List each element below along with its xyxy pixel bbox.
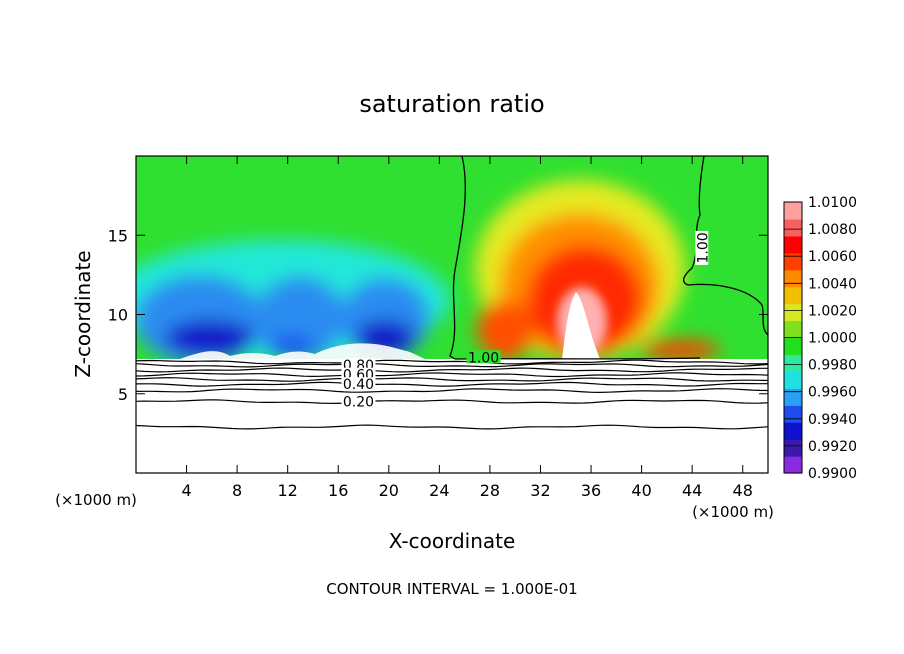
colorbar-swatch: [784, 303, 802, 322]
x-tick-label: 12: [278, 481, 298, 500]
colorbar-swatch: [784, 218, 802, 237]
y-axis-label: Z-coordinate: [71, 250, 95, 377]
field-core-white: [562, 292, 600, 359]
colorbar-tick-label: 1.0080: [808, 222, 857, 238]
contour-label: 0.20: [343, 395, 374, 411]
colorbar-tick-label: 0.9940: [808, 412, 857, 428]
colorbar-tick-label: 1.0100: [808, 195, 857, 211]
colorbar-swatch: [784, 202, 802, 220]
colorbar-swatch: [784, 235, 802, 254]
x-tick-label: 48: [733, 481, 753, 500]
colorbar: 1.0100 1.0080 1.0060 1.0040 1.0020 1.0000 0.99…: [783, 195, 857, 482]
colorbar-tick-label: 1.0000: [808, 331, 857, 347]
colorbar-tick-label: 1.0060: [808, 249, 857, 265]
contour-label-mask: [341, 394, 376, 408]
x-tick-label: 32: [530, 481, 550, 500]
colorbar-swatch: [784, 354, 802, 372]
colorbar-tick-label: 1.0020: [808, 303, 857, 319]
x-tick-label: 24: [429, 481, 449, 500]
x-tick-label: 40: [631, 481, 651, 500]
contour-line: [136, 399, 768, 405]
x-axis-label: X-coordinate: [389, 529, 516, 553]
field-dry-region: [136, 240, 450, 365]
contour-labels: 1.001.000.800.600.400.20: [341, 230, 711, 411]
x-tick-label: 4: [181, 481, 191, 500]
field-below-boundary: [136, 359, 768, 473]
chart-title: saturation ratio: [359, 90, 544, 118]
contour-line: [136, 377, 768, 382]
colorbar-swatch: [784, 286, 802, 305]
colorbar-swatch: [784, 422, 802, 440]
colorbar-swatch: [784, 439, 802, 457]
x-tick-label: 28: [480, 481, 500, 500]
x-axis-ticks: 4 8 12 16 20 24 28 32 36 40 44 48: [181, 156, 753, 500]
contour-line: [136, 367, 768, 373]
x-unit-label-right: (×1000 m): [692, 503, 774, 521]
colorbar-tick-label: 0.9900: [808, 466, 857, 482]
y-tick-label: 5: [118, 385, 128, 404]
contour-label: 0.40: [343, 377, 374, 393]
colorbar-swatch: [784, 337, 802, 356]
contour-label-mask: [466, 350, 501, 364]
colorbar-swatch: [784, 456, 802, 474]
colorbar-tick-label: 0.9960: [808, 385, 857, 401]
contour-line: [136, 359, 768, 365]
contour-interval-note: CONTOUR INTERVAL = 1.000E-01: [326, 580, 577, 598]
colorbar-tick-label: 0.9920: [808, 439, 857, 455]
contour-line: [136, 372, 768, 378]
colorbar-tick-label: 0.9980: [808, 358, 857, 374]
contour-line: [136, 424, 768, 430]
field-lower-edge: [136, 343, 425, 359]
colorbar-tick-label: 1.0040: [808, 276, 857, 292]
y-tick-label: 10: [108, 306, 128, 325]
contour-label-mask: [695, 230, 709, 265]
y-axis-ticks: 5 10 15: [108, 226, 768, 404]
contour-line: [136, 363, 768, 368]
contour-label-mask: [341, 377, 376, 391]
colorbar-swatch: [784, 269, 802, 288]
x-tick-label: 8: [232, 481, 242, 500]
x-tick-label: 16: [328, 481, 348, 500]
x-tick-label: 44: [682, 481, 702, 500]
colorbar-swatch: [784, 252, 802, 271]
contour-label: 1.00: [468, 350, 499, 366]
contour-line: [136, 381, 768, 387]
contour-label: 1.00: [695, 232, 711, 263]
colorbar-swatch: [784, 371, 802, 389]
saturation-field: [136, 156, 768, 473]
colorbar-swatch: [784, 405, 802, 423]
contour-line: [136, 388, 768, 394]
y-tick-label: 15: [108, 226, 128, 245]
x-tick-label: 36: [581, 481, 601, 500]
colorbar-swatch: [784, 320, 802, 339]
x-unit-label-left: (×1000 m): [55, 491, 137, 509]
contour-line-1-00-left: [449, 156, 466, 360]
x-tick-label: 20: [379, 481, 399, 500]
contour-line-1-00-right: [682, 156, 768, 336]
contour-lines-below: [136, 359, 768, 430]
colorbar-swatch: [784, 388, 802, 406]
